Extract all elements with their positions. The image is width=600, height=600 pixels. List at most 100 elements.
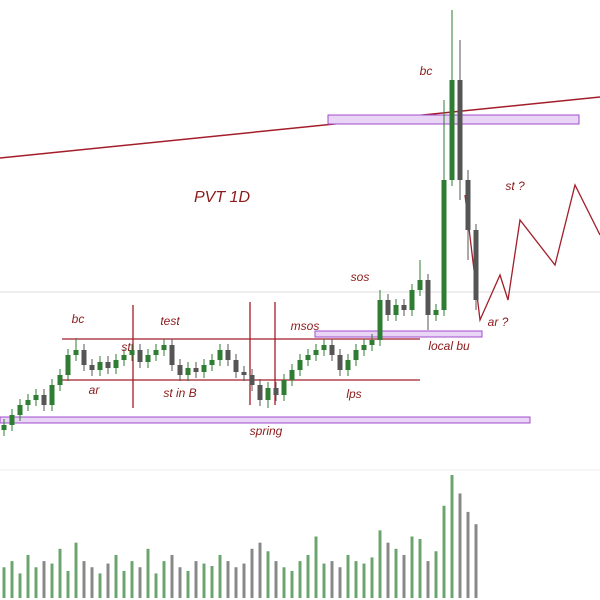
candle-body <box>73 350 79 355</box>
candle-body <box>305 355 311 360</box>
candle-body <box>57 375 63 385</box>
volume-bar <box>354 561 358 598</box>
volume-bar <box>74 542 78 598</box>
chart-title: PVT 1D <box>194 189 250 206</box>
volume-bar <box>42 561 46 598</box>
candle-body <box>257 385 263 400</box>
candle-body <box>225 350 231 360</box>
candle-body <box>65 355 71 375</box>
volume-bar <box>322 563 326 598</box>
candle-body <box>321 345 327 350</box>
annotation: test <box>160 314 180 328</box>
volume-bar <box>194 561 198 598</box>
candle-body <box>121 355 127 360</box>
volume-bar <box>370 557 374 598</box>
candle-body <box>153 350 159 355</box>
candle-body <box>193 368 199 372</box>
candle-body <box>409 290 415 310</box>
candle-body <box>465 180 471 230</box>
annotation: st in B <box>163 386 196 400</box>
volume-bar <box>18 573 22 598</box>
candle-body <box>393 305 399 315</box>
candle-body <box>113 360 119 368</box>
candle-body <box>313 350 319 355</box>
volume-bar <box>122 570 126 598</box>
candle-body <box>1 425 7 430</box>
candle-body <box>401 305 407 310</box>
volume-bar <box>186 570 190 598</box>
candle-body <box>233 360 239 372</box>
volume-bar <box>290 570 294 598</box>
candle-body <box>145 355 151 362</box>
candle-body <box>289 370 295 380</box>
annotation: msos <box>291 319 320 333</box>
candle-body <box>329 345 335 355</box>
zone-box <box>0 416 531 424</box>
range-lines <box>62 183 600 408</box>
volume-bar <box>218 554 222 598</box>
volume-bar <box>442 505 446 598</box>
volume-bar <box>266 551 270 598</box>
candle-body <box>97 362 103 370</box>
candle-body <box>265 388 271 400</box>
candle-body <box>353 350 359 360</box>
candle-body <box>33 395 39 400</box>
candle-body <box>361 345 367 350</box>
volume-bar <box>98 573 102 598</box>
candle-body <box>433 310 439 315</box>
volume-bar <box>138 567 142 598</box>
candle-body <box>177 365 183 375</box>
candle-body <box>17 405 23 415</box>
annotation: sos <box>351 270 370 284</box>
volume-bar <box>330 561 334 598</box>
volume-bar <box>306 554 310 598</box>
candle-body <box>369 340 375 345</box>
candle-body <box>473 230 479 300</box>
volume-bar <box>58 548 62 598</box>
candle-body <box>161 345 167 350</box>
candle-body <box>81 350 87 365</box>
volume-bar <box>298 561 302 598</box>
candle-body <box>217 350 223 360</box>
candle-body <box>9 415 15 425</box>
volume-bar <box>130 561 134 598</box>
volume-bar <box>26 554 30 598</box>
volume-bar <box>346 554 350 598</box>
candle-body <box>337 355 343 370</box>
volume-bar <box>162 561 166 598</box>
volume-bar <box>50 563 54 598</box>
candle-body <box>137 350 143 362</box>
annotation: ar <box>89 383 101 397</box>
volume-bar <box>242 563 246 598</box>
volume-bar <box>210 566 214 598</box>
zone-box <box>314 330 483 338</box>
volume-bar <box>314 536 318 598</box>
volume-bar <box>434 551 438 598</box>
volume-bar <box>362 563 366 598</box>
volume-bar <box>458 493 462 598</box>
annotation: bc <box>72 312 85 326</box>
volume-bar <box>202 563 206 598</box>
volume-bar <box>2 567 6 598</box>
volume-bar <box>378 530 382 598</box>
annotation: st ? <box>505 179 525 193</box>
volume-bar <box>170 554 174 598</box>
volume-bar <box>106 563 110 598</box>
volume-bar <box>474 524 478 598</box>
volume-bar <box>34 567 38 598</box>
candle-body <box>441 180 447 310</box>
volume-bar <box>114 554 118 598</box>
annotation: local bu <box>428 339 470 353</box>
candle-body <box>209 360 215 365</box>
volume-bar <box>178 567 182 598</box>
candle-body <box>297 360 303 370</box>
volume-bar <box>146 548 150 598</box>
volume-bar <box>226 561 230 598</box>
volume-bar <box>402 554 406 598</box>
volume-bar <box>258 542 262 598</box>
candles <box>1 10 479 598</box>
candle-body <box>417 280 423 290</box>
annotation: bc <box>420 64 433 78</box>
candle-body <box>129 350 135 355</box>
